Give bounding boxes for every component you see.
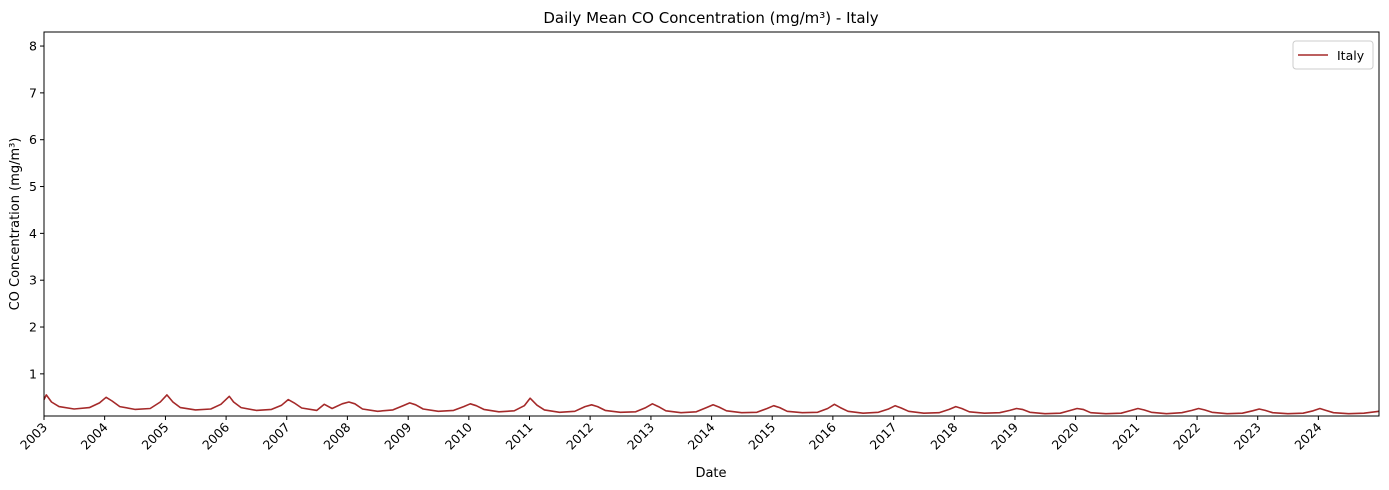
x-tick-label: 2018 (927, 419, 960, 452)
y-tick-label: 8 (29, 39, 37, 54)
x-axis: 2003 2004 2005 2006 2007 2008 2009 2010 2011 2012… (17, 416, 1325, 453)
x-tick-label: 2003 (17, 420, 50, 453)
x-tick-label: 2004 (78, 419, 111, 452)
y-tick-label: 5 (29, 179, 37, 194)
x-tick-label: 2017 (867, 420, 900, 453)
x-tick-label: 2013 (624, 420, 657, 453)
x-tick-label: 2020 (1049, 419, 1082, 452)
x-tick-label: 2005 (138, 420, 171, 453)
y-tick-label: 4 (29, 226, 37, 241)
x-tick-label: 2006 (199, 419, 232, 452)
x-tick-label: 2012 (563, 420, 596, 453)
y-tick-label: 6 (29, 132, 37, 147)
plot-frame (43, 31, 1380, 417)
x-tick-label: 2021 (1109, 420, 1142, 453)
series-line-italy (43, 394, 1380, 415)
x-tick-label: 2009 (381, 419, 414, 452)
y-tick-label: 3 (29, 273, 37, 288)
x-tick-label: 2011 (503, 420, 536, 453)
y-tick-label: 1 (29, 366, 37, 381)
y-axis-label: CO Concentration (mg/m³) (8, 138, 23, 311)
x-tick-label: 2019 (988, 419, 1021, 452)
x-tick-label: 2014 (685, 419, 718, 452)
y-tick-label: 7 (29, 85, 37, 100)
x-tick-label: 2024 (1291, 419, 1324, 452)
y-axis: 1 2 3 4 5 6 7 8 (29, 39, 44, 381)
x-tick-label: 2008 (320, 419, 353, 452)
x-tick-label: 2015 (745, 420, 778, 453)
x-axis-label: Date (695, 466, 726, 481)
legend: Italy (1292, 40, 1374, 70)
x-tick-label: 2022 (1170, 420, 1203, 453)
x-tick-label: 2010 (442, 419, 475, 452)
legend-box (1292, 40, 1374, 70)
y-tick-label: 2 (29, 320, 37, 335)
x-tick-label: 2016 (806, 419, 839, 452)
x-tick-label: 2023 (1231, 420, 1264, 453)
legend-entry: Italy (1337, 48, 1365, 63)
chart-title: Daily Mean CO Concentration (mg/m³) - It… (543, 9, 878, 27)
x-tick-label: 2007 (260, 420, 293, 453)
